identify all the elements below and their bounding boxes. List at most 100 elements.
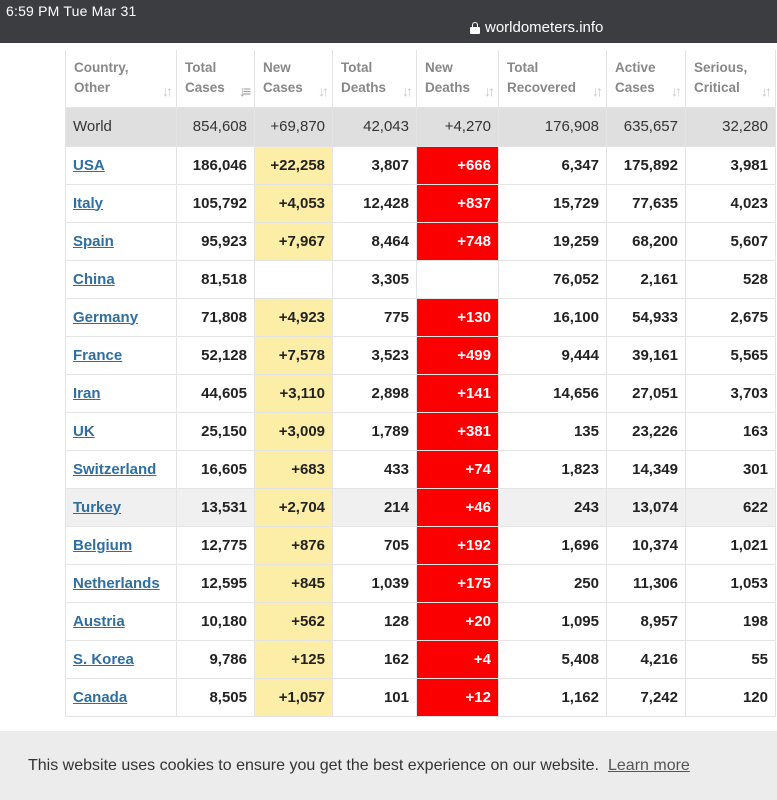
total-cases-cell: 52,128: [176, 335, 255, 375]
total-cases-cell: 9,786: [176, 639, 255, 679]
address-bar[interactable]: worldometers.info: [470, 19, 603, 36]
total-deaths-cell: 162: [332, 639, 417, 679]
cookie-banner: This website uses cookies to ensure you …: [0, 731, 777, 800]
table-row: China 81,518 3,305 76,052 2,161 528: [65, 259, 776, 299]
new-deaths-cell: +666: [416, 145, 499, 185]
header-total-cases[interactable]: Total Cases ↓≡: [176, 50, 255, 107]
header-active-cases[interactable]: Active Cases ↓↑: [606, 50, 686, 107]
header-row: Country, Other ↓↑ Total Cases ↓≡ New Cas…: [65, 50, 776, 107]
table-row: Turkey 13,531 +2,704 214 +46 243 13,074 622: [65, 487, 776, 527]
active-cases-cell: 10,374: [606, 525, 686, 565]
country-cell: Turkey: [65, 487, 177, 527]
total-recovered-cell: 15,729: [498, 183, 607, 223]
sort-desc-icon[interactable]: ↓≡: [238, 83, 251, 99]
new-cases-cell: +4,053: [254, 183, 333, 223]
sort-arrows-icon[interactable]: ↓↑: [318, 83, 329, 99]
total-deaths-cell: 3,523: [332, 335, 417, 375]
world-total-recovered: 176,908: [498, 106, 607, 147]
country-link[interactable]: France: [73, 346, 123, 364]
total-cases-cell: 81,518: [176, 259, 255, 299]
active-cases-cell: 2,161: [606, 259, 686, 299]
header-total-recovered[interactable]: Total Recovered ↓↑: [498, 50, 607, 107]
serious-critical-cell: 5,565: [685, 335, 776, 375]
url-text: worldometers.info: [485, 19, 604, 36]
serious-critical-cell: 301: [685, 449, 776, 489]
country-link[interactable]: Germany: [73, 308, 139, 326]
sort-arrows-icon[interactable]: ↓↑: [592, 83, 603, 99]
total-deaths-cell: 3,807: [332, 145, 417, 185]
country-link[interactable]: Netherlands: [73, 574, 160, 592]
country-link[interactable]: Switzerland: [73, 460, 157, 478]
new-cases-cell: +683: [254, 449, 333, 489]
country-link[interactable]: S. Korea: [73, 650, 134, 668]
total-cases-cell: 13,531: [176, 487, 255, 527]
country-link[interactable]: Iran: [73, 384, 101, 402]
table-row: Iran 44,605 +3,110 2,898 +141 14,656 27,051 3,7…: [65, 373, 776, 413]
new-cases-cell: +845: [254, 563, 333, 603]
country-cell: Canada: [65, 677, 177, 717]
total-deaths-cell: 2,898: [332, 373, 417, 413]
sort-arrows-icon[interactable]: ↓↑: [402, 83, 413, 99]
header-total-deaths[interactable]: Total Deaths ↓↑: [332, 50, 417, 107]
country-cell: UK: [65, 411, 177, 451]
table-row: Spain 95,923 +7,967 8,464 +748 19,259 68,200 5,…: [65, 221, 776, 261]
country-link[interactable]: Austria: [73, 612, 125, 630]
new-deaths-cell: +4: [416, 639, 499, 679]
country-link[interactable]: UK: [73, 422, 95, 440]
world-new-deaths: +4,270: [416, 106, 499, 147]
country-link[interactable]: Spain: [73, 232, 114, 250]
total-recovered-cell: 135: [498, 411, 607, 451]
total-cases-cell: 71,808: [176, 297, 255, 337]
total-deaths-cell: 101: [332, 677, 417, 717]
active-cases-cell: 68,200: [606, 221, 686, 261]
sort-arrows-icon[interactable]: ↓↑: [484, 83, 495, 99]
active-cases-cell: 77,635: [606, 183, 686, 223]
country-link[interactable]: Canada: [73, 688, 128, 706]
country-link[interactable]: Turkey: [73, 498, 122, 516]
header-new-deaths[interactable]: New Deaths ↓↑: [416, 50, 499, 107]
country-cell: Italy: [65, 183, 177, 223]
world-row: World 854,608 +69,870 42,043 +4,270 176,…: [65, 106, 776, 147]
active-cases-cell: 4,216: [606, 639, 686, 679]
sort-arrows-icon[interactable]: ↓↑: [671, 83, 682, 99]
sort-arrows-icon[interactable]: ↓↑: [162, 83, 173, 99]
new-deaths-cell: +837: [416, 183, 499, 223]
status-bar: 6:59 PM Tue Mar 31 worldometers.info: [0, 0, 777, 43]
total-cases-cell: 95,923: [176, 221, 255, 261]
coronavirus-table: Country, Other ↓↑ Total Cases ↓≡ New Cas…: [65, 50, 777, 717]
header-new-cases[interactable]: New Cases ↓↑: [254, 50, 333, 107]
total-cases-cell: 10,180: [176, 601, 255, 641]
header-serious-critical[interactable]: Serious, Critical ↓↑: [685, 50, 776, 107]
new-deaths-cell: +381: [416, 411, 499, 451]
serious-critical-cell: 3,981: [685, 145, 776, 185]
new-deaths-cell: +192: [416, 525, 499, 565]
table-row: Germany 71,808 +4,923 775 +130 16,100 54,933 2,…: [65, 297, 776, 337]
total-recovered-cell: 76,052: [498, 259, 607, 299]
active-cases-cell: 54,933: [606, 297, 686, 337]
total-deaths-cell: 1,039: [332, 563, 417, 603]
country-cell: Switzerland: [65, 449, 177, 489]
new-cases-cell: +4,923: [254, 297, 333, 337]
total-cases-cell: 186,046: [176, 145, 255, 185]
new-cases-cell: +7,578: [254, 335, 333, 375]
country-link[interactable]: Belgium: [73, 536, 133, 554]
country-link[interactable]: Italy: [73, 194, 104, 212]
sort-arrows-icon[interactable]: ↓↑: [761, 83, 772, 99]
total-cases-cell: 16,605: [176, 449, 255, 489]
country-cell: S. Korea: [65, 639, 177, 679]
total-deaths-cell: 12,428: [332, 183, 417, 223]
new-deaths-cell: +74: [416, 449, 499, 489]
learn-more-link[interactable]: Learn more: [608, 756, 690, 774]
total-cases-cell: 44,605: [176, 373, 255, 413]
header-country[interactable]: Country, Other ↓↑: [65, 50, 177, 107]
new-cases-cell: [254, 259, 333, 299]
country-cell: China: [65, 259, 177, 299]
country-link[interactable]: China: [73, 270, 115, 288]
cookie-message: This website uses cookies to ensure you …: [28, 756, 599, 774]
active-cases-cell: 8,957: [606, 601, 686, 641]
serious-critical-cell: 198: [685, 601, 776, 641]
total-deaths-cell: 775: [332, 297, 417, 337]
world-serious-critical: 32,280: [685, 106, 776, 147]
country-link[interactable]: USA: [73, 156, 105, 174]
lock-icon: [470, 21, 480, 34]
